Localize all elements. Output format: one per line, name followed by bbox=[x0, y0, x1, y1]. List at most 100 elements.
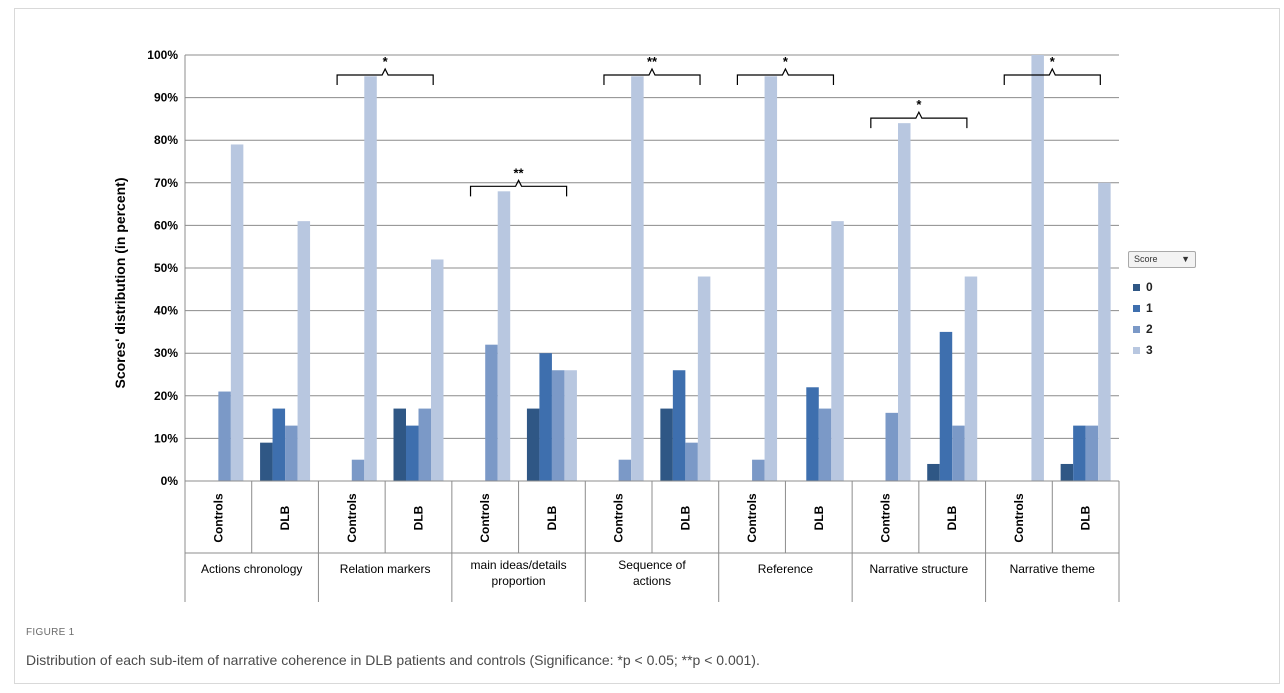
significance-marker: ** bbox=[647, 54, 658, 69]
bar bbox=[685, 442, 698, 481]
y-tick-labels: 0% 10% 20% 30% 40% 50% 60% 70% 80% 90% 100% bbox=[147, 48, 178, 488]
y-tick-label: 90% bbox=[154, 91, 178, 105]
legend-swatch bbox=[1133, 304, 1140, 312]
legend-swatch bbox=[1133, 346, 1140, 354]
y-tick-label: 70% bbox=[154, 176, 178, 190]
group-label: proportion bbox=[492, 574, 546, 588]
subgroup-label: Controls bbox=[345, 493, 359, 543]
bar bbox=[697, 276, 711, 481]
bar bbox=[1085, 425, 1099, 481]
significance-brackets: ***** *** bbox=[336, 54, 1101, 197]
bar bbox=[431, 259, 444, 481]
significance-bracket bbox=[870, 110, 968, 129]
bar bbox=[831, 221, 844, 481]
bar bbox=[406, 425, 419, 481]
group-label: Narrative theme bbox=[1010, 562, 1096, 576]
bar bbox=[418, 408, 431, 481]
significance-bracket bbox=[336, 67, 434, 85]
group-label: Relation markers bbox=[340, 562, 431, 576]
bar bbox=[485, 344, 498, 481]
subgroup-label: Controls bbox=[879, 493, 893, 543]
group-label: main ideas/details bbox=[471, 558, 567, 572]
significance-marker: * bbox=[383, 54, 389, 69]
y-tick-label: 100% bbox=[147, 48, 178, 62]
subgroup-label: Controls bbox=[211, 493, 225, 543]
subgroup-label: DLB bbox=[812, 505, 826, 530]
bar bbox=[539, 353, 552, 481]
legend-filter-dropdown[interactable]: Score ▼ bbox=[1128, 251, 1196, 268]
bar bbox=[285, 425, 298, 481]
bar bbox=[964, 276, 978, 481]
bar bbox=[297, 221, 311, 481]
legend-item: 0 bbox=[1133, 280, 1153, 294]
bar bbox=[551, 370, 565, 481]
y-tick-label: 0% bbox=[161, 474, 179, 488]
legend-swatch bbox=[1133, 283, 1140, 291]
legend-label: 3 bbox=[1146, 343, 1153, 357]
significance-bracket bbox=[603, 67, 701, 85]
group-label: Reference bbox=[758, 562, 814, 576]
subgroup-label: DLB bbox=[678, 505, 692, 530]
bar bbox=[952, 425, 965, 481]
y-tick-label: 40% bbox=[154, 304, 178, 318]
y-tick-label: 10% bbox=[154, 431, 178, 445]
legend-title: Score bbox=[1134, 254, 1158, 264]
bar bbox=[1060, 463, 1074, 481]
y-tick-label: 80% bbox=[154, 133, 178, 147]
bar bbox=[631, 76, 644, 482]
legend-item: 1 bbox=[1133, 301, 1153, 315]
bar bbox=[272, 408, 286, 481]
subgroup-label: Controls bbox=[745, 493, 759, 543]
bar bbox=[526, 408, 540, 481]
subgroup-label: Controls bbox=[1012, 493, 1026, 543]
significance-bracket bbox=[1003, 67, 1101, 85]
y-axis-label: Scores' distribution (in percent) bbox=[112, 177, 128, 388]
bar bbox=[1031, 55, 1044, 481]
figure-frame bbox=[14, 8, 1280, 684]
bar bbox=[1098, 182, 1111, 482]
significance-marker: * bbox=[916, 97, 922, 112]
bar bbox=[564, 370, 577, 481]
bar bbox=[230, 144, 244, 481]
bar bbox=[393, 408, 406, 481]
bar bbox=[752, 459, 765, 481]
significance-marker: ** bbox=[514, 165, 525, 180]
bar bbox=[1073, 425, 1086, 481]
bars bbox=[218, 55, 1111, 482]
group-label: Narrative structure bbox=[870, 562, 969, 576]
group-label: Sequence of bbox=[618, 558, 686, 572]
legend-item: 2 bbox=[1133, 322, 1153, 336]
subgroup-label: Controls bbox=[478, 493, 492, 543]
bar bbox=[939, 331, 953, 481]
legend-label: 1 bbox=[1146, 301, 1153, 315]
bar bbox=[818, 408, 832, 481]
subgroup-label: DLB bbox=[945, 505, 959, 530]
significance-marker: * bbox=[783, 54, 789, 69]
bar bbox=[806, 387, 819, 481]
significance-bracket bbox=[736, 67, 835, 85]
bar bbox=[364, 76, 377, 482]
y-tick-label: 50% bbox=[154, 261, 178, 275]
bar bbox=[764, 76, 778, 482]
legend-label: 2 bbox=[1146, 322, 1153, 336]
bar bbox=[218, 391, 231, 481]
dropdown-arrow-icon: ▼ bbox=[1181, 254, 1190, 264]
y-tick-label: 60% bbox=[154, 218, 178, 232]
axis-table: Controls DLB Actions chronology Controls DLB… bbox=[184, 480, 1120, 602]
bar bbox=[618, 459, 632, 481]
figure-label: FIGURE 1 bbox=[26, 627, 75, 638]
bar bbox=[497, 191, 511, 481]
figure-caption: Distribution of each sub-item of narrati… bbox=[26, 652, 760, 668]
group-label: actions bbox=[633, 574, 671, 588]
subgroup-label: DLB bbox=[1079, 505, 1093, 530]
bar bbox=[927, 463, 940, 481]
significance-marker: * bbox=[1050, 54, 1056, 69]
legend-swatch bbox=[1133, 325, 1140, 333]
significance-bracket bbox=[469, 178, 568, 197]
legend-item: 3 bbox=[1133, 343, 1153, 357]
subgroup-label: DLB bbox=[412, 505, 426, 530]
bar bbox=[898, 123, 911, 481]
y-tick-label: 20% bbox=[154, 389, 178, 403]
bar bbox=[660, 408, 673, 481]
